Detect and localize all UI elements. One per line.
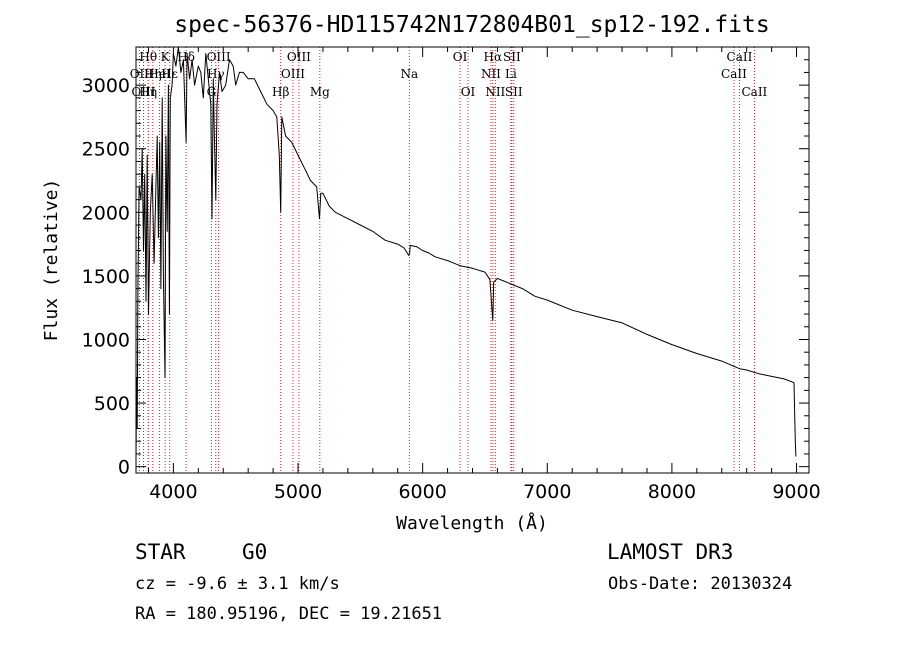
spectral-line-markers: [138, 47, 755, 473]
line-label-8: Hδ: [177, 50, 195, 64]
line-label-10: Hγ: [207, 67, 225, 81]
survey-name: LAMOST DR3: [607, 540, 734, 564]
line-label-14: OIII: [281, 67, 305, 81]
observation-date: Obs-Date: 20130324: [608, 574, 793, 594]
x-tick-label: 4000: [149, 481, 197, 503]
y-tick-label: 1500: [82, 266, 130, 288]
line-label-24: SII: [505, 85, 523, 99]
x-tick-label: 8000: [648, 481, 696, 503]
spectrum-line: [135, 46, 797, 461]
x-tick-label: 6000: [398, 481, 446, 503]
y-axis-label: Flux (relative): [41, 179, 62, 342]
line-label-17: OI: [453, 50, 468, 64]
y-tick-label: 500: [94, 393, 130, 415]
line-label-0: Hθ: [139, 50, 157, 64]
line-label-3: OIII: [131, 85, 155, 99]
line-label-4: Hη: [139, 85, 157, 99]
redshift-cz: cz = -9.6 ± 3.1 km/s: [135, 574, 340, 594]
line-label-25: CaII: [727, 50, 753, 64]
line-label-6: HeI: [148, 67, 171, 81]
y-axis-ticks: 0 500 1000 1500 2000 2500 3000: [82, 59, 809, 479]
x-axis-label: Wavelength (Å): [396, 512, 548, 534]
line-label-13: OIII: [287, 50, 311, 64]
line-label-7: Hε: [161, 67, 178, 81]
line-label-1: OII: [130, 67, 150, 81]
line-label-22: Li: [505, 67, 517, 81]
x-tick-label: 9000: [772, 481, 820, 503]
line-label-27: CaII: [741, 85, 767, 99]
line-label-19: Hα: [484, 50, 503, 64]
x-tick-label: 7000: [523, 481, 571, 503]
line-label-12: Hβ: [272, 85, 289, 99]
chart-title: spec-56376-HD115742N172804B01_sp12-192.f…: [174, 12, 769, 38]
x-tick-label: 5000: [274, 481, 322, 503]
x-axis-ticks: 4000 5000 6000 7000 8000 9000: [147, 47, 821, 503]
line-label-11: G: [207, 85, 217, 99]
object-class: STAR: [135, 540, 186, 564]
line-label-15: Mg: [310, 85, 330, 99]
object-subclass: G0: [242, 540, 268, 564]
line-label-5: K: [161, 50, 171, 64]
y-tick-label: 1000: [82, 329, 130, 351]
plot-frame: [135, 46, 810, 474]
y-tick-label: 2500: [82, 139, 130, 161]
y-tick-label: 3000: [82, 75, 130, 97]
line-label-20: SII: [503, 50, 521, 64]
line-label-26: CaII: [721, 67, 747, 81]
y-tick-label: 2000: [82, 202, 130, 224]
line-label-2: Hη: [144, 67, 162, 81]
line-label-9: OIII: [207, 50, 231, 64]
line-label-18: OI: [461, 85, 476, 99]
line-label-21: NII: [481, 67, 501, 81]
coordinates: RA = 180.95196, DEC = 19.21651: [135, 604, 443, 624]
line-label-16: Na: [400, 67, 418, 81]
y-tick-label: 0: [118, 457, 130, 479]
line-label-23: NII: [485, 85, 505, 99]
